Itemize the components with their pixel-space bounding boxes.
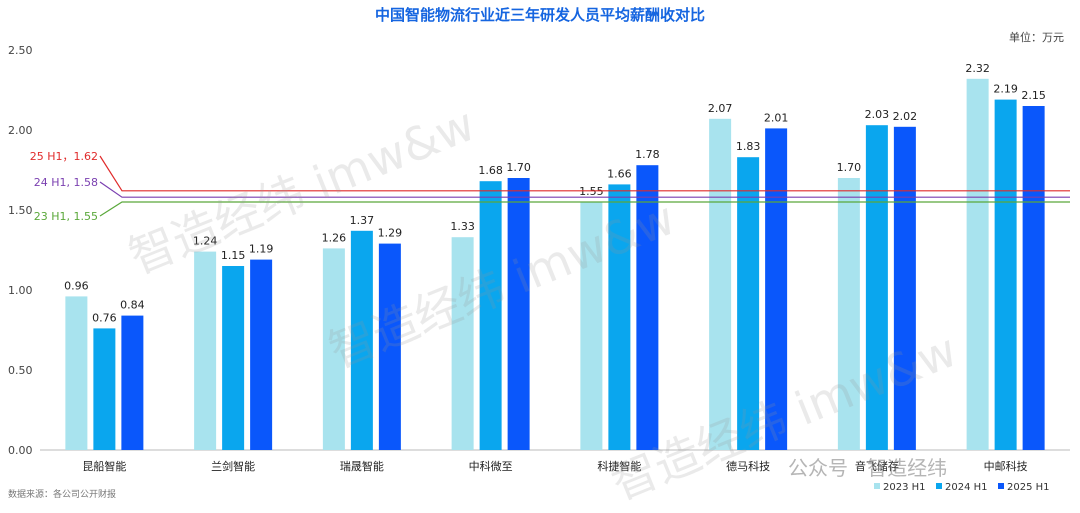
y-tick-label: 0.00 <box>8 444 33 457</box>
x-category-label: 兰剑智能 <box>211 459 255 473</box>
bar-value-label: 1.70 <box>837 161 862 174</box>
bar <box>451 237 474 450</box>
bar-value-label: 2.02 <box>893 110 918 123</box>
bar-value-label: 0.84 <box>120 299 145 312</box>
bar-value-label: 1.19 <box>249 243 274 256</box>
x-category-label: 瑞晟智能 <box>340 459 384 473</box>
reference-line-label: 23 H1, 1.55 <box>34 210 98 223</box>
bar <box>507 178 530 450</box>
y-tick-label: 1.00 <box>8 284 33 297</box>
bar-value-label: 1.78 <box>635 148 660 161</box>
x-category-label: 音飞储存 <box>855 459 899 473</box>
bar-value-label: 1.83 <box>736 140 761 153</box>
bar <box>837 178 860 450</box>
unit-label: 单位：万元 <box>1009 31 1064 44</box>
legend-swatch <box>936 483 942 489</box>
bar <box>966 78 989 451</box>
bar <box>222 266 245 450</box>
bar-value-label: 2.03 <box>865 108 890 121</box>
bar <box>65 296 88 450</box>
legend-label: 2023 H1 <box>883 482 926 493</box>
x-category-label: 德马科技 <box>726 459 770 473</box>
bar-value-label: 1.70 <box>506 161 531 174</box>
reference-line <box>99 155 1070 192</box>
bar <box>93 328 116 450</box>
bar <box>765 128 788 450</box>
y-tick-label: 1.50 <box>8 204 33 217</box>
bar-value-label: 2.15 <box>1021 89 1046 102</box>
bar <box>194 251 217 450</box>
bar-value-label: 2.07 <box>708 102 733 115</box>
bar-value-label: 1.33 <box>450 220 475 233</box>
bar-value-label: 1.55 <box>579 185 604 198</box>
bar <box>322 248 345 450</box>
bar-value-label: 2.19 <box>993 83 1018 96</box>
y-tick-label: 2.50 <box>8 44 33 57</box>
bar-value-label: 1.66 <box>607 167 632 180</box>
reference-line <box>99 181 1070 198</box>
bar-value-label: 2.32 <box>965 62 990 75</box>
watermark-brand: 公众号 · 智造经纬 <box>788 456 948 480</box>
legend-swatch <box>874 483 880 489</box>
legend-label: 2025 H1 <box>1007 482 1050 493</box>
reference-line-label: 25 H1，1.62 <box>30 150 98 163</box>
legend-swatch <box>998 483 1004 489</box>
y-tick-label: 0.50 <box>8 364 33 377</box>
chart-title: 中国智能物流行业近三年研发人员平均薪酬收对比 <box>374 6 705 24</box>
bar <box>580 202 603 450</box>
bar <box>1022 106 1045 450</box>
bar <box>994 99 1017 450</box>
data-source-note: 数据来源：各公司公开财报 <box>8 490 117 500</box>
reference-line-label: 24 H1, 1.58 <box>34 176 98 189</box>
bar-value-label: 1.15 <box>221 249 246 262</box>
bar <box>608 184 631 450</box>
reference-line <box>99 201 1070 217</box>
bar <box>121 315 144 450</box>
x-category-label: 中科微至 <box>469 459 513 473</box>
bar <box>250 259 273 450</box>
bar <box>350 230 373 450</box>
bar <box>893 126 916 451</box>
x-category-label: 昆船智能 <box>82 459 126 473</box>
bar-value-label: 2.01 <box>764 111 789 124</box>
bar-value-label: 0.96 <box>64 279 89 292</box>
bar <box>636 165 659 450</box>
bar-value-label: 1.68 <box>478 164 503 177</box>
bar-value-label: 1.29 <box>378 227 403 240</box>
bar <box>737 157 760 450</box>
x-category-label: 科捷智能 <box>597 459 641 473</box>
x-category-label: 中邮科技 <box>984 459 1028 473</box>
bar <box>865 125 888 450</box>
bar-value-label: 0.76 <box>92 311 117 324</box>
y-tick-label: 2.00 <box>8 124 33 137</box>
legend-label: 2024 H1 <box>945 482 988 493</box>
bar-value-label: 1.37 <box>350 214 375 227</box>
bar-value-label: 1.26 <box>322 231 347 244</box>
bar <box>479 181 502 450</box>
bar-value-label: 1.24 <box>193 235 218 248</box>
bar <box>378 243 401 450</box>
